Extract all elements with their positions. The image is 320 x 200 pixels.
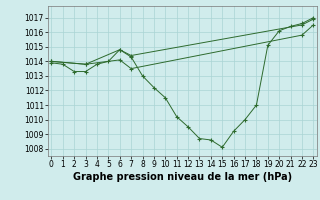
- X-axis label: Graphe pression niveau de la mer (hPa): Graphe pression niveau de la mer (hPa): [73, 172, 292, 182]
